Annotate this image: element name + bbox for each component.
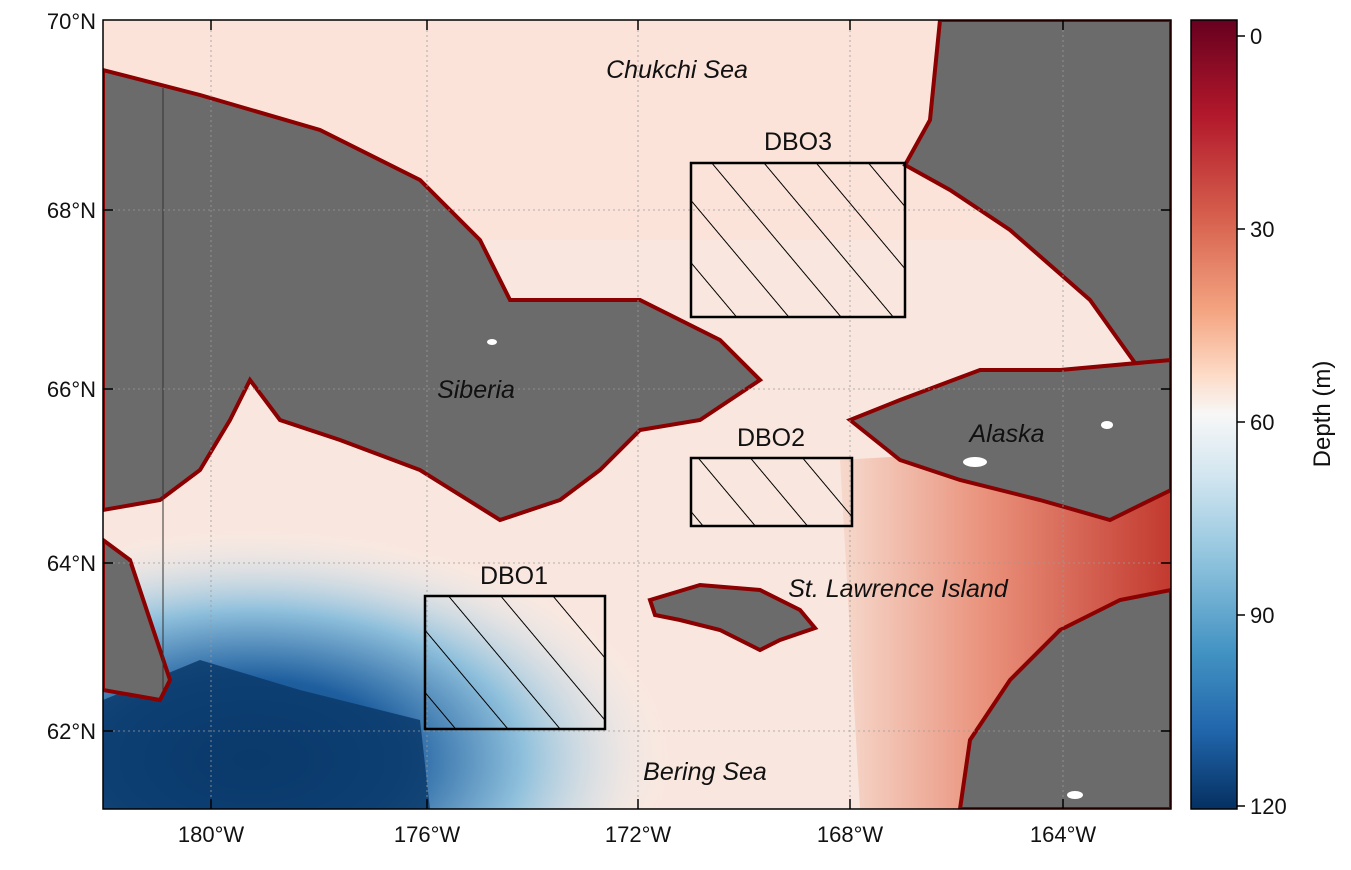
- colorbar-title: Depth (m): [1309, 361, 1336, 468]
- dbo1-label: DBO1: [480, 562, 548, 590]
- lat-tick-label: 66°N: [47, 377, 96, 402]
- lake: [963, 457, 987, 467]
- bering-sea-label: Bering Sea: [643, 758, 767, 786]
- lake: [1067, 791, 1083, 799]
- lake: [487, 339, 497, 345]
- seward-peninsula: [846, 357, 1171, 523]
- colorbar-tick-label: 120: [1250, 794, 1287, 819]
- siberia-southern-coast: [103, 537, 173, 703]
- dbo1-region: [423, 594, 607, 731]
- southwest-alaska-landmass: [957, 587, 1171, 809]
- lon-tick-label: 168°W: [817, 822, 884, 847]
- st-lawrence-island-label: St. Lawrence Island: [788, 575, 1009, 603]
- alaska-north-landmass: [902, 20, 1171, 373]
- lon-tick-label: 176°W: [394, 822, 461, 847]
- colorbar-tick-label: 60: [1250, 410, 1274, 435]
- depth-colorbar: 0 30 60 90 120 Depth (m): [1190, 19, 1336, 819]
- dbo3-region: [689, 161, 907, 319]
- alaska-label: Alaska: [967, 420, 1044, 448]
- lon-tick-label: 172°W: [605, 822, 672, 847]
- graticule: [103, 20, 1171, 809]
- colorbar-tick-label: 90: [1250, 603, 1274, 628]
- lat-tick-label: 70°N: [47, 9, 96, 34]
- colorbar-tick-label: 0: [1250, 24, 1262, 49]
- siberia-label: Siberia: [437, 376, 515, 404]
- lat-tick-label: 62°N: [47, 719, 96, 744]
- dbo2-label: DBO2: [737, 424, 805, 452]
- colorbar-gradient: [1190, 19, 1238, 810]
- dbo3-label: DBO3: [764, 128, 832, 156]
- chukchi-sea-label: Chukchi Sea: [606, 56, 748, 84]
- map-frame: [102, 19, 1172, 810]
- deepest-water: [103, 660, 430, 809]
- st-lawrence-island: [647, 582, 819, 653]
- lon-tick-label: 180°W: [178, 822, 245, 847]
- axis-ticks: [103, 20, 1171, 809]
- lat-tick-label: 64°N: [47, 551, 96, 576]
- lat-tick-label: 68°N: [47, 198, 96, 223]
- map-area: Chukchi Sea Siberia Alaska St. Lawrence …: [103, 20, 1171, 809]
- lake: [1101, 421, 1113, 429]
- lon-tick-label: 164°W: [1030, 822, 1097, 847]
- siberia-landmass: [103, 67, 764, 523]
- colorbar-tick-label: 30: [1250, 217, 1274, 242]
- dbo2-region: [689, 456, 854, 528]
